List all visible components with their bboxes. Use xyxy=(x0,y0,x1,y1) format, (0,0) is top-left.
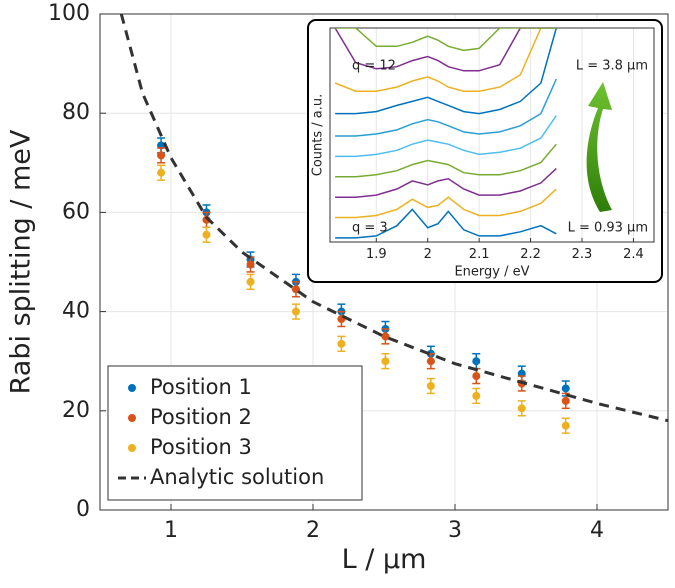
point xyxy=(561,384,570,393)
point xyxy=(246,277,255,286)
legend-label: Analytic solution xyxy=(150,465,324,489)
arrow xyxy=(586,82,612,212)
y-tick-label: 100 xyxy=(48,1,90,26)
line xyxy=(334,28,557,92)
annotation: L = 0.93 μm xyxy=(568,221,648,236)
axes-frame xyxy=(99,13,669,511)
y-tick-label: 40 xyxy=(62,299,90,324)
y-axis-label: Rabi splitting / meV xyxy=(6,129,37,394)
x-tick-label: 2 xyxy=(306,518,320,543)
inset-chart: 1.9 2 2.1 2.2 2.3 2.4 Energy / eV Counts / a.u.… xyxy=(311,27,655,279)
point xyxy=(157,168,166,177)
point xyxy=(472,357,481,366)
point xyxy=(426,357,435,366)
x-tick-label: 2.4 xyxy=(623,247,644,262)
x-tick-label: 2.1 xyxy=(469,247,490,262)
line xyxy=(335,208,557,239)
point xyxy=(291,285,300,294)
x-tick-label: 1 xyxy=(164,518,178,543)
line xyxy=(335,28,558,115)
data-layer xyxy=(119,14,668,434)
y-tick-label: 60 xyxy=(62,199,90,224)
x-tick-label: 2.2 xyxy=(520,247,541,262)
point xyxy=(561,421,570,430)
line xyxy=(335,168,557,198)
y-tick-label: 80 xyxy=(62,100,90,125)
line xyxy=(334,28,557,72)
annotation: q = 12 xyxy=(352,59,396,74)
point xyxy=(157,151,166,160)
point xyxy=(337,339,346,348)
x-axis-label: L / μm xyxy=(342,544,427,575)
axes-frame xyxy=(329,27,655,243)
x-axis-label: Energy / eV xyxy=(454,264,529,279)
legend-swatch xyxy=(128,414,136,422)
y-axis-label: Counts / a.u. xyxy=(311,94,326,177)
line xyxy=(335,143,557,178)
data-layer xyxy=(334,28,558,239)
y-tick-label: 20 xyxy=(62,398,90,423)
legend-box xyxy=(107,365,363,501)
legend-label: Position 2 xyxy=(150,405,252,429)
x-tick-label: 2 xyxy=(424,247,432,262)
legend-swatch xyxy=(128,444,136,452)
legend-label: Position 3 xyxy=(150,435,252,459)
x-tick-label: 2.3 xyxy=(572,247,593,262)
point xyxy=(472,372,481,381)
point xyxy=(426,382,435,390)
line xyxy=(335,115,557,158)
line xyxy=(335,28,557,52)
line xyxy=(335,78,557,137)
point xyxy=(517,404,526,413)
y-tick-label: 0 xyxy=(76,497,90,522)
point xyxy=(381,357,390,366)
point xyxy=(472,391,481,400)
point xyxy=(381,332,390,341)
point xyxy=(561,396,570,405)
line xyxy=(119,14,668,423)
legend-label: Position 1 xyxy=(150,375,252,399)
point xyxy=(291,307,300,316)
point xyxy=(246,260,255,269)
x-tick-label: 4 xyxy=(590,518,604,543)
point xyxy=(202,230,211,239)
annotation: q = 3 xyxy=(352,221,388,236)
x-tick-label: 3 xyxy=(448,518,462,543)
x-tick-label: 1.9 xyxy=(366,247,387,262)
annotation: L = 3.8 μm xyxy=(576,59,648,74)
line xyxy=(335,188,557,219)
legend-swatch xyxy=(128,384,136,392)
